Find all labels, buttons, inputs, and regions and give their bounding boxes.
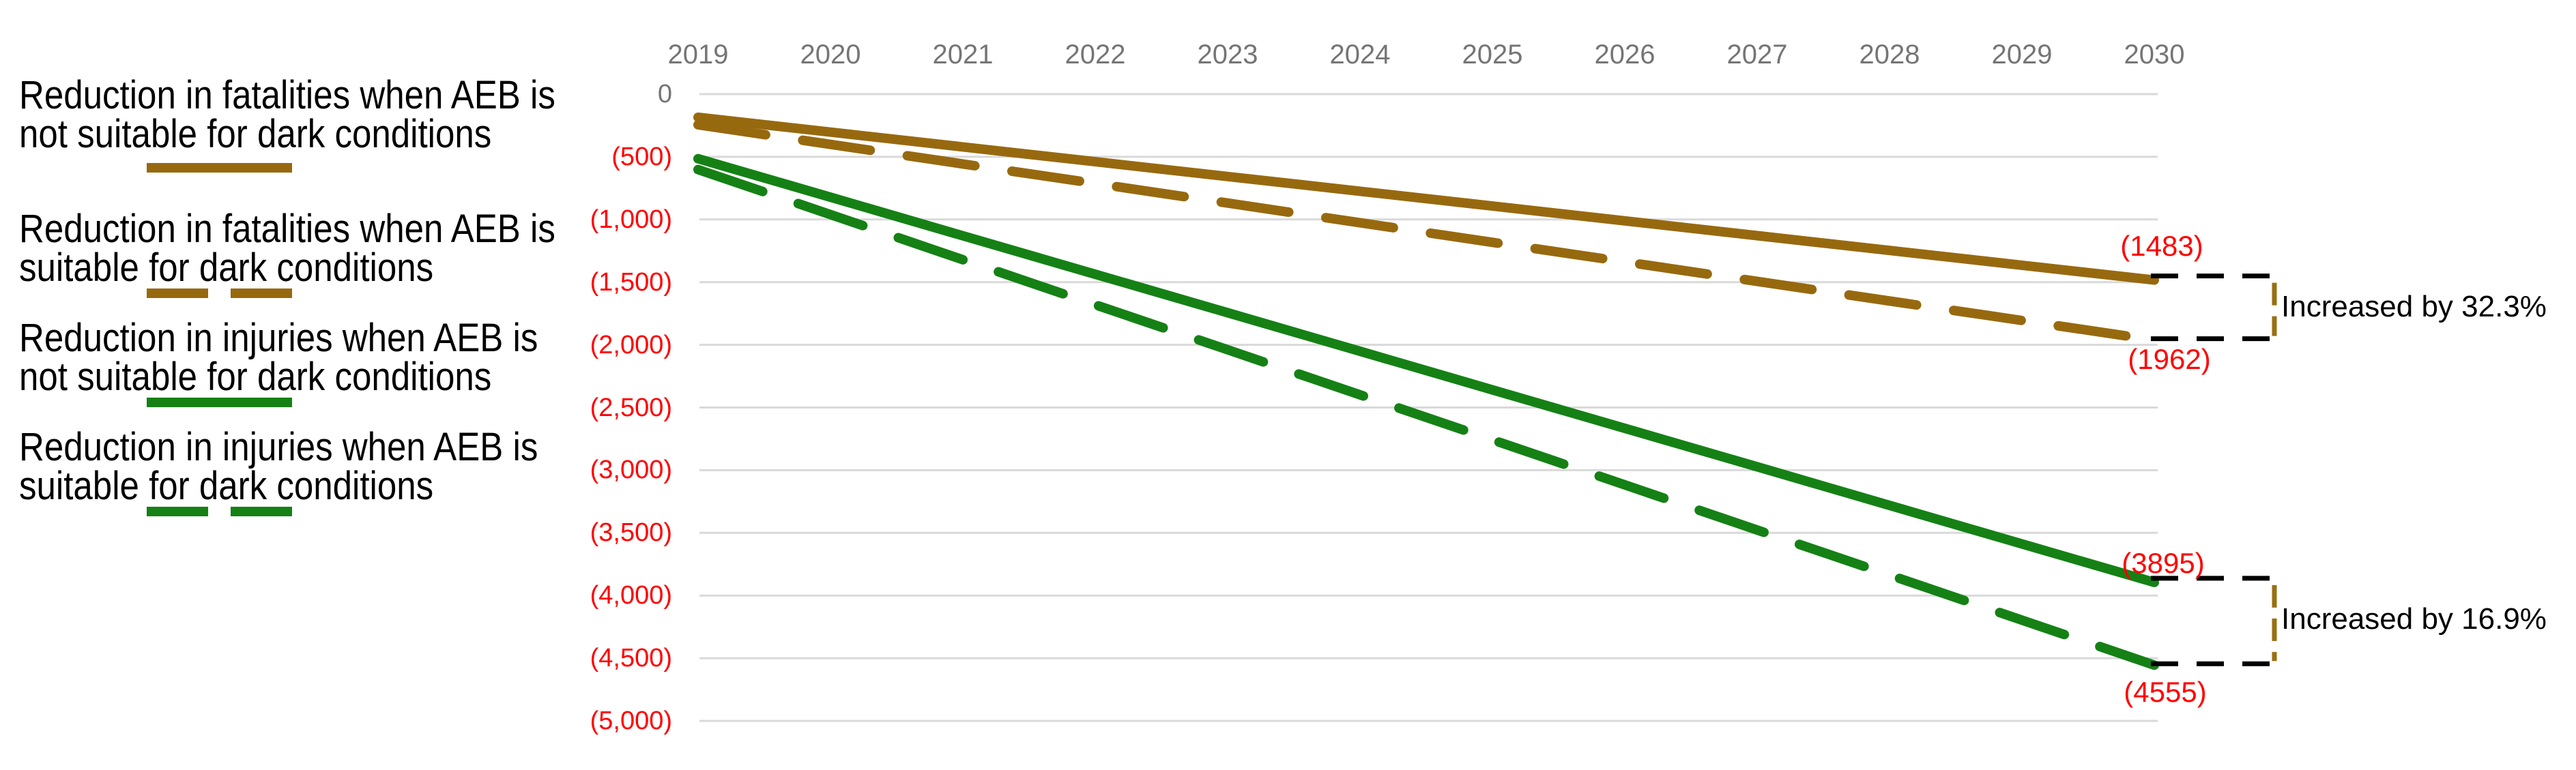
- legend-line-sample-dashed-fatalities: [147, 288, 292, 298]
- legend-label-injuries-suitable: Reduction in injuries when AEB is suitab…: [19, 425, 538, 508]
- series-line-injuries-not-suitable: [693, 153, 2159, 587]
- annotation-fatalities-increase: Increased by 32.3%: [2281, 290, 2547, 323]
- legend-dash-segment: [231, 288, 292, 298]
- legend-dash-segment: [147, 507, 208, 516]
- legend-label-fatalities-not-suitable: Reduction in fatalities when AEB is not …: [19, 73, 555, 156]
- legend-line-sample-dashed-injuries: [147, 507, 292, 516]
- legend-label-injuries-not-suitable: Reduction in injuries when AEB is not su…: [19, 316, 538, 399]
- annotation-injuries-increase: Increased by 16.9%: [2281, 602, 2547, 636]
- value-label-fatalities-suitable: (1962): [2128, 343, 2211, 375]
- value-label-injuries-suitable: (4555): [2124, 676, 2207, 708]
- value-label-fatalities-not-suitable: (1483): [2120, 230, 2203, 262]
- legend-label-fatalities-suitable: Reduction in fatalities when AEB is suit…: [19, 207, 555, 290]
- series-line-fatalities-not-suitable: [693, 113, 2159, 285]
- legend-line-sample-solid-injuries: [147, 398, 292, 407]
- value-label-injuries-not-suitable: (3895): [2122, 547, 2205, 579]
- legend-dash-segment: [231, 507, 292, 516]
- series-line-injuries-suitable: [693, 164, 2159, 670]
- series-line-fatalities-suitable: [693, 120, 2159, 345]
- legend-line-sample-solid-fatalities: [147, 163, 292, 173]
- legend-dash-segment: [147, 288, 208, 298]
